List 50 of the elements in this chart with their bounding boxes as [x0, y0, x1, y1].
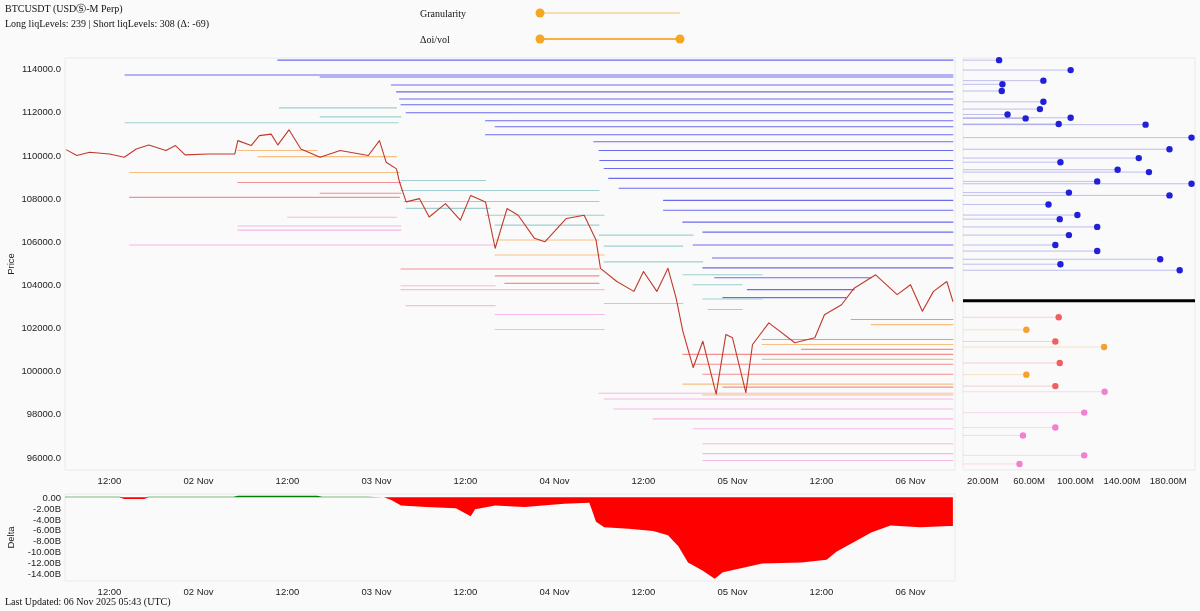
x-tick: 04 Nov — [539, 586, 570, 597]
annotation: Granularity — [420, 8, 467, 19]
y-label: Price — [5, 253, 16, 275]
x-tick: 05 Nov — [717, 586, 748, 597]
x-tick: 12:00 — [97, 475, 122, 486]
y-tick: 98000.0 — [26, 408, 61, 420]
x-tick: 180.00M — [1149, 475, 1187, 486]
x-tick: 02 Nov — [183, 586, 214, 597]
x-tick: 06 Nov — [895, 475, 926, 486]
x-tick: 02 Nov — [183, 475, 214, 486]
x-tick: 12:00 — [97, 586, 122, 597]
y-tick: -4.00B — [33, 513, 61, 525]
x-tick: 12:00 — [631, 475, 656, 486]
y-tick: 108000.0 — [21, 192, 61, 204]
x-tick: 140.00M — [1103, 475, 1141, 486]
x-tick: 06 Nov — [895, 586, 926, 597]
x-tick: 12:00 — [631, 586, 656, 597]
x-tick: 12:00 — [809, 586, 834, 597]
annotation: Last Updated: 06 Nov 2025 05:43 (UTC) — [5, 596, 171, 607]
x-tick: 100.00M — [1057, 475, 1094, 486]
x-tick: 12:00 — [453, 475, 478, 486]
y-tick: -10.00B — [27, 546, 61, 558]
y-label: Delta — [5, 526, 16, 549]
y-tick: -6.00B — [33, 524, 61, 536]
x-tick: 12:00 — [275, 586, 300, 597]
y-tick: 106000.0 — [21, 235, 61, 247]
y-tick: -2.00B — [33, 502, 61, 514]
y-tick: 104000.0 — [21, 279, 61, 290]
y-tick: -8.00B — [33, 535, 61, 547]
x-tick: 12:00 — [809, 475, 834, 486]
x-tick: 60.00M — [1013, 475, 1045, 486]
y-tick: 112000.0 — [22, 106, 61, 118]
y-tick: 0.00 — [42, 491, 61, 503]
y-tick: -14.00B — [27, 567, 61, 579]
y-tick: 102000.0 — [21, 322, 61, 334]
y-tick: 110000.0 — [22, 149, 61, 161]
y-tick: 114000.0 — [22, 63, 61, 75]
y-tick: 100000.0 — [21, 365, 61, 377]
x-tick: 04 Nov — [539, 475, 570, 486]
y-tick: -12.00B — [27, 557, 61, 568]
annotation: Δoi/vol — [420, 34, 450, 45]
x-tick: 03 Nov — [361, 475, 392, 486]
x-tick: 12:00 — [453, 586, 478, 597]
x-tick: 20.00M — [966, 475, 999, 486]
x-tick: 03 Nov — [361, 586, 392, 597]
x-tick: 05 Nov — [717, 475, 748, 486]
x-tick: 12:00 — [275, 475, 300, 486]
title: BTCUSDT (USDⓈ-M Perp) — [5, 3, 123, 14]
subtitle: Long liqLevels: 239 | Short liqLevels: 308 (Δ: -69) — [5, 18, 209, 29]
y-tick: 96000.0 — [26, 451, 61, 463]
